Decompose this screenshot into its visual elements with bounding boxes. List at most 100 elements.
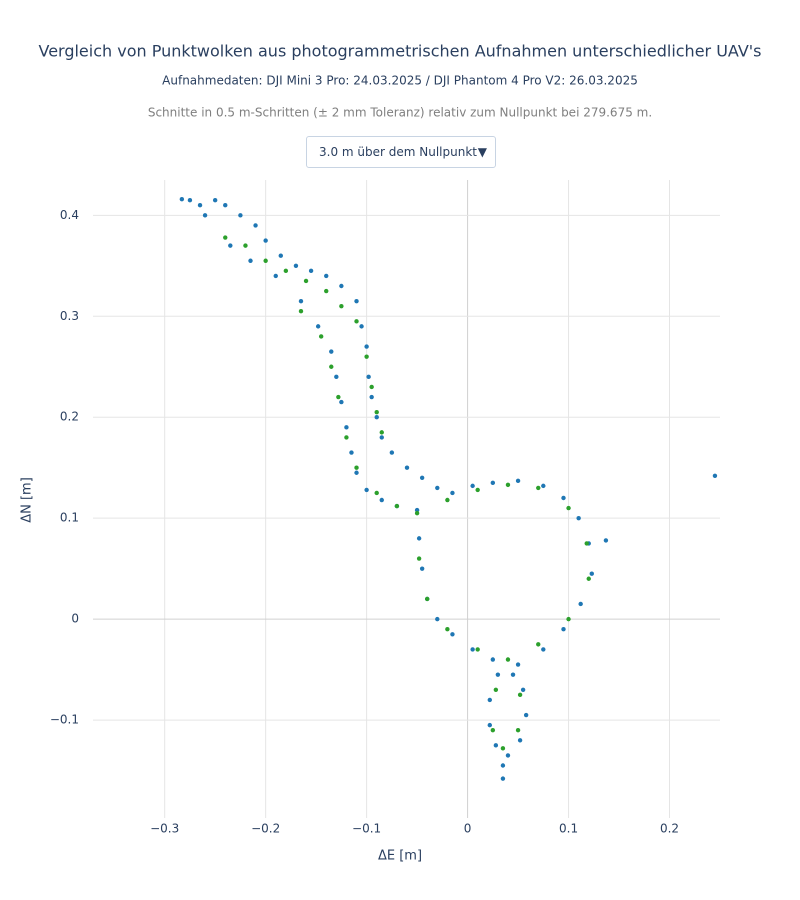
point — [493, 687, 499, 692]
point — [493, 743, 499, 748]
point — [561, 495, 566, 501]
point — [517, 692, 523, 698]
point — [339, 303, 344, 309]
point — [369, 384, 374, 390]
chart-subtitle: Aufnahmedaten: DJI Mini 3 Pro: 24.03.202… — [162, 74, 638, 88]
point — [283, 268, 289, 274]
point — [435, 485, 440, 491]
point — [364, 344, 369, 349]
point — [414, 510, 420, 516]
point — [228, 243, 233, 248]
points — [179, 196, 718, 781]
x-axis-title: ΔE [m] — [378, 849, 422, 864]
point — [278, 253, 283, 258]
x-tick-label: −0.1 — [352, 822, 381, 836]
point — [339, 283, 344, 289]
point — [334, 374, 339, 380]
point — [394, 503, 400, 509]
point — [515, 478, 521, 484]
point — [520, 687, 526, 692]
point — [500, 746, 506, 751]
point — [424, 596, 430, 602]
point — [197, 203, 203, 208]
point — [315, 324, 321, 329]
point — [536, 485, 541, 491]
point — [523, 712, 529, 718]
point — [487, 697, 492, 703]
point — [339, 399, 344, 405]
point — [318, 334, 324, 339]
point — [510, 672, 516, 677]
point — [586, 576, 591, 581]
point — [505, 482, 511, 488]
y-tick-label: −0.1 — [50, 713, 79, 727]
point — [536, 642, 541, 647]
y-tick-label: 0.1 — [60, 511, 79, 525]
point — [354, 470, 359, 475]
point — [293, 263, 299, 269]
point — [712, 473, 718, 478]
point — [566, 505, 571, 511]
point — [223, 235, 228, 240]
point — [374, 415, 379, 420]
point — [490, 727, 496, 733]
chart-note: Schnitte in 0.5 m-Schritten (± 2 mm Tole… — [148, 106, 652, 120]
x-tick-label: −0.3 — [150, 822, 179, 836]
dropdown-arrow: ▼ — [477, 145, 487, 159]
point — [445, 627, 450, 632]
dropdown-label: 3.0 m über dem Nullpunkt — [319, 145, 477, 159]
point — [329, 349, 334, 354]
point — [414, 507, 420, 513]
y-tick-label: 0.2 — [60, 410, 79, 424]
point — [369, 394, 374, 400]
point — [584, 541, 589, 546]
point — [470, 483, 475, 489]
point — [445, 497, 450, 503]
point — [379, 497, 384, 503]
point — [298, 309, 304, 314]
point — [329, 364, 334, 369]
point — [344, 435, 349, 440]
point — [487, 722, 492, 728]
point — [515, 662, 521, 667]
point — [187, 197, 193, 203]
point — [364, 487, 369, 493]
point — [223, 203, 228, 208]
point — [253, 223, 258, 228]
point — [379, 430, 384, 435]
point — [298, 298, 304, 304]
chart-title: Vergleich von Punktwolken aus photogramm… — [38, 42, 761, 61]
point — [336, 394, 341, 400]
point — [354, 465, 359, 470]
point — [541, 647, 546, 652]
point — [505, 753, 511, 758]
dropdown[interactable]: 3.0 m über dem Nullpunkt ▼ — [306, 136, 496, 168]
point — [273, 273, 278, 279]
point — [561, 627, 566, 632]
point — [603, 538, 609, 543]
point — [303, 278, 309, 284]
point — [379, 435, 384, 440]
point — [416, 536, 422, 541]
point — [248, 258, 253, 263]
point — [374, 409, 379, 415]
point — [389, 450, 395, 455]
point — [500, 776, 506, 781]
point — [450, 490, 455, 496]
point — [515, 727, 521, 733]
point — [202, 213, 208, 218]
x-tick-label: 0.1 — [559, 822, 578, 836]
point — [324, 288, 329, 294]
point — [354, 319, 359, 324]
point — [349, 450, 354, 455]
point — [475, 487, 480, 493]
point — [470, 647, 475, 652]
point — [517, 738, 523, 743]
point — [500, 763, 506, 768]
point — [419, 475, 425, 481]
point — [435, 616, 440, 622]
point — [475, 647, 480, 652]
y-tick-label: 0 — [71, 612, 79, 626]
